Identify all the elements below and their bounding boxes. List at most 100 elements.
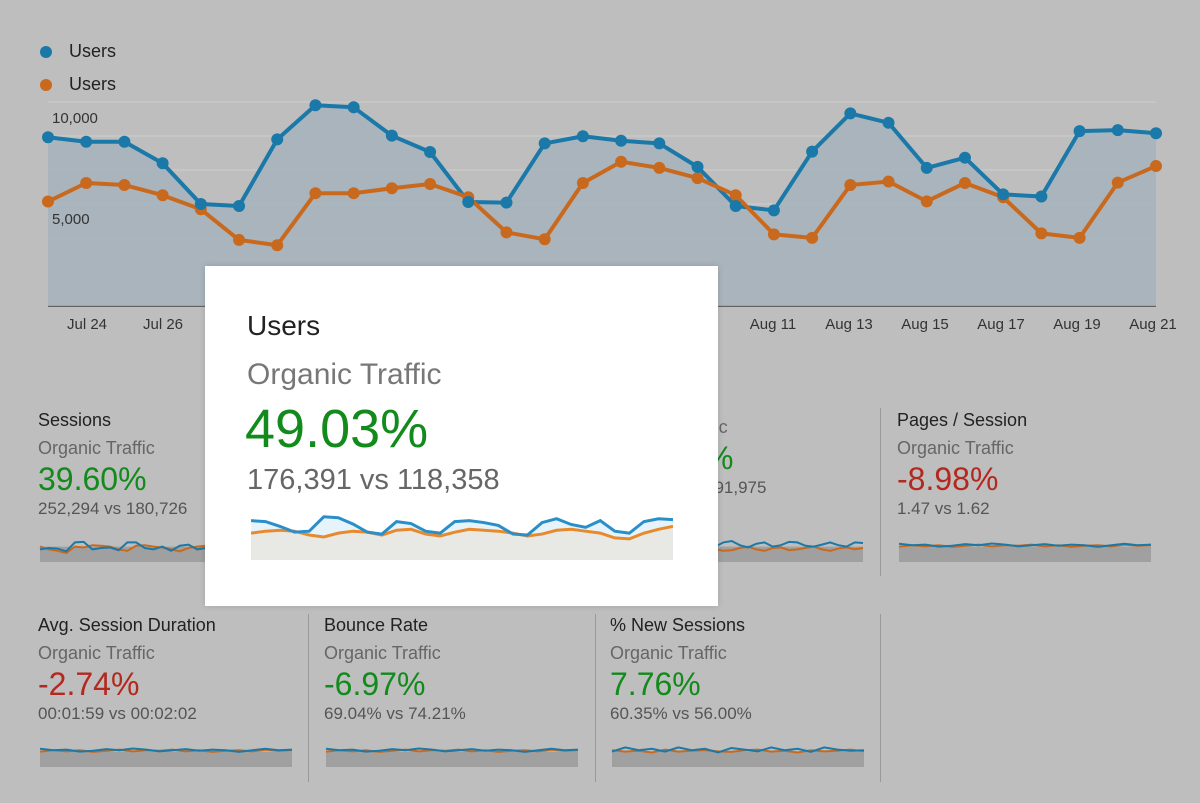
data-point-users-blue[interactable] (882, 116, 895, 129)
data-point-users-orange[interactable] (538, 233, 551, 246)
metric-title: Pages / Session (897, 410, 1028, 430)
data-point-users-blue[interactable] (462, 195, 475, 208)
metric-segment: Organic Traffic (38, 643, 155, 663)
metric-divider (308, 614, 309, 782)
data-point-users-orange[interactable] (806, 231, 819, 244)
sparkline-area (40, 751, 292, 767)
sparkline-area (326, 751, 578, 767)
metric-new-sessions[interactable]: % New Sessions Organic Traffic 7.76% 60.… (610, 615, 866, 767)
data-point-users-orange[interactable] (347, 187, 360, 200)
data-point-users-orange[interactable] (844, 179, 857, 192)
metric-pages-session[interactable]: Pages / Session Organic Traffic -8.98% 1… (897, 410, 1153, 562)
data-point-users-blue[interactable] (1073, 125, 1086, 138)
data-point-users-blue[interactable] (500, 196, 513, 209)
data-point-users-blue[interactable] (1111, 124, 1124, 137)
metric-pageviews[interactable]: ffic % 291,975 (705, 410, 865, 562)
data-point-users-blue[interactable] (844, 107, 857, 120)
data-point-users-orange[interactable] (1150, 160, 1162, 173)
data-point-users-orange[interactable] (233, 233, 246, 246)
data-point-users-blue[interactable] (576, 130, 589, 143)
data-point-users-orange[interactable] (118, 179, 131, 192)
metric-compare: 00:01:59 vs 00:02:02 (38, 704, 197, 723)
metric-divider (880, 408, 881, 576)
data-point-users-blue[interactable] (958, 151, 971, 164)
data-point-users-blue[interactable] (118, 135, 131, 148)
metric-title: Bounce Rate (324, 615, 429, 635)
sparkline-area (40, 546, 206, 562)
legend-item-users-orange[interactable]: Users (40, 68, 116, 101)
data-point-users-orange[interactable] (920, 195, 933, 208)
metric-sessions[interactable]: Sessions Organic Traffic 39.60% 252,294 … (38, 410, 208, 562)
metric-compare: 60.35% vs 56.00% (610, 704, 752, 723)
data-point-users-orange[interactable] (80, 176, 93, 189)
data-point-users-blue[interactable] (309, 99, 322, 112)
data-point-users-orange[interactable] (767, 228, 780, 241)
data-point-users-orange[interactable] (615, 155, 628, 168)
data-point-users-blue[interactable] (194, 198, 207, 210)
metric-percent: % (705, 440, 734, 476)
x-tick-label: Aug 15 (901, 316, 949, 333)
y-tick-label: 10,000 (52, 110, 98, 127)
legend-dot-blue-icon (40, 45, 52, 58)
sparkline (39, 540, 207, 562)
chart-points (42, 99, 1162, 252)
sparkline-blue-line (39, 540, 207, 553)
data-point-users-orange[interactable] (691, 172, 704, 185)
metric-compare: 1.47 vs 1.62 (897, 499, 990, 518)
chart-series (47, 103, 1157, 248)
data-point-users-orange[interactable] (385, 182, 398, 195)
data-point-users-orange[interactable] (424, 178, 437, 191)
data-point-users-orange[interactable] (156, 189, 169, 202)
data-point-users-orange[interactable] (1111, 176, 1124, 189)
data-point-users-blue[interactable] (691, 160, 704, 173)
data-point-users-blue[interactable] (920, 161, 933, 174)
metric-title: % New Sessions (610, 615, 746, 635)
data-point-users-blue[interactable] (271, 133, 284, 146)
legend-item-users-blue[interactable]: Users (40, 35, 116, 68)
data-point-users-orange[interactable] (576, 176, 589, 189)
data-point-users-orange[interactable] (271, 239, 284, 252)
metric-divider (880, 614, 881, 782)
data-point-users-orange[interactable] (729, 189, 742, 202)
sparkline (611, 746, 865, 767)
data-point-users-orange[interactable] (653, 161, 666, 174)
sparkline-blue-line (611, 746, 865, 754)
data-point-users-blue[interactable] (997, 188, 1010, 201)
sparkline-area (899, 546, 1151, 562)
y-tick-label: 5,000 (52, 211, 90, 228)
metric-avg-session-duration[interactable]: Avg. Session Duration Organic Traffic -2… (38, 615, 294, 767)
data-point-users-blue[interactable] (80, 135, 93, 148)
data-point-users-orange[interactable] (500, 226, 513, 239)
sparkline-orange-line (611, 748, 865, 754)
data-point-users-blue[interactable] (767, 204, 780, 217)
data-point-users-blue[interactable] (385, 129, 398, 142)
data-point-users-orange[interactable] (42, 195, 54, 208)
popup-compare: 176,391 vs 118,358 (247, 464, 500, 496)
users-line-chart[interactable]: 10,000 5,000 Jul 24 Jul 26 Aug 11 Aug 13… (0, 0, 1200, 345)
data-point-users-blue[interactable] (1150, 127, 1162, 140)
data-point-users-blue[interactable] (347, 101, 360, 114)
data-point-users-blue[interactable] (233, 200, 246, 213)
data-point-users-orange[interactable] (309, 187, 322, 200)
users-metric-highlight-card[interactable]: Users Organic Traffic 49.03% 176,391 vs … (205, 266, 718, 606)
metric-bounce-rate[interactable]: Bounce Rate Organic Traffic -6.97% 69.04… (324, 615, 580, 767)
data-point-users-blue[interactable] (156, 157, 169, 170)
metric-title: Avg. Session Duration (38, 615, 216, 635)
data-point-users-orange[interactable] (882, 175, 895, 188)
x-tick-label: Aug 11 (750, 316, 796, 333)
data-point-users-blue[interactable] (615, 134, 628, 147)
data-point-users-orange[interactable] (1035, 227, 1048, 240)
data-point-users-blue[interactable] (424, 145, 437, 158)
sparkline-orange-line (706, 545, 864, 552)
data-point-users-orange[interactable] (958, 176, 971, 189)
series-line-users-blue (47, 103, 1157, 213)
data-point-users-blue[interactable] (729, 200, 742, 213)
metric-percent: -8.98% (897, 461, 999, 497)
data-point-users-blue[interactable] (42, 131, 54, 144)
metric-segment: Organic Traffic (38, 438, 155, 458)
data-point-users-blue[interactable] (806, 145, 819, 158)
data-point-users-orange[interactable] (1073, 231, 1086, 244)
data-point-users-blue[interactable] (653, 137, 666, 150)
data-point-users-blue[interactable] (1035, 190, 1048, 203)
data-point-users-blue[interactable] (538, 137, 551, 150)
